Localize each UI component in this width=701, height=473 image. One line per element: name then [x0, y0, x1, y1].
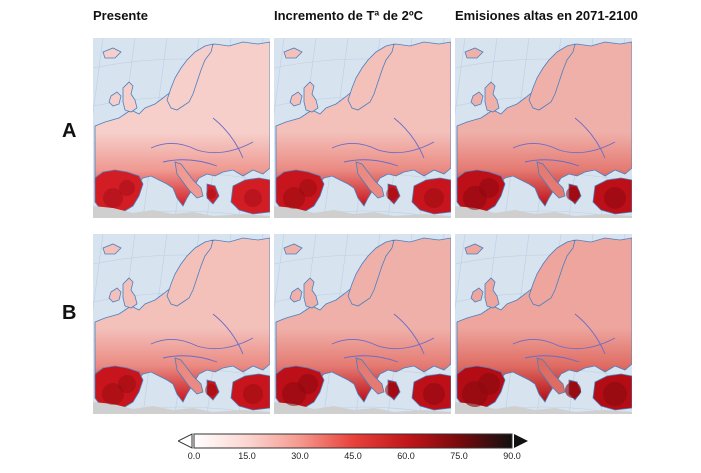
colorbar-tick: 60.0: [397, 451, 415, 461]
colorbar-tick: 15.0: [238, 451, 256, 461]
colorbar-tick: 75.0: [450, 451, 468, 461]
great-britain: [122, 277, 138, 309]
map-panel-a-presente: [93, 38, 270, 218]
colorbar-tick: 30.0: [291, 451, 309, 461]
iceland: [102, 243, 122, 255]
mainland-europe: [94, 41, 270, 207]
great-britain: [484, 81, 500, 113]
column-title-emisiones: Emisiones altas en 2071-2100: [455, 8, 638, 23]
italy: [536, 357, 566, 395]
scandinavia: [528, 239, 576, 307]
row-label-a: A: [62, 120, 77, 142]
colorbar-tick: 0.0: [187, 451, 201, 461]
greece: [387, 183, 401, 205]
europe-map-svg: [274, 234, 451, 414]
italy: [174, 161, 204, 199]
mainland-europe: [275, 237, 451, 403]
italy: [174, 357, 204, 395]
column-title-presente: Presente: [93, 8, 148, 23]
iceland: [464, 243, 484, 255]
great-britain: [303, 277, 319, 309]
ireland: [108, 91, 122, 107]
turkey: [230, 177, 270, 215]
column-title-incremento: Incremento de Tª de 2ºC: [274, 8, 423, 23]
greece: [206, 183, 220, 205]
ireland: [108, 287, 122, 303]
scandinavia: [166, 239, 214, 307]
iceland: [283, 47, 303, 59]
ireland: [289, 287, 303, 303]
mainland-europe: [94, 237, 270, 403]
colorbar-tick: 45.0: [344, 451, 362, 461]
turkey: [230, 373, 270, 411]
colorbar-max-arrow-icon: [514, 434, 528, 448]
mainland-europe: [456, 41, 632, 207]
ireland: [470, 287, 484, 303]
row-label-b: B: [62, 302, 77, 324]
scandinavia: [166, 43, 214, 111]
turkey: [411, 177, 451, 215]
europe-map-svg: [274, 38, 451, 218]
north-africa-mask: [274, 402, 451, 414]
scandinavia: [528, 43, 576, 111]
ireland: [289, 91, 303, 107]
north-africa-mask: [455, 206, 632, 218]
greece: [206, 379, 220, 401]
map-panel-b-incremento: [274, 234, 451, 414]
map-panel-b-emisiones: [455, 234, 632, 414]
great-britain: [484, 277, 500, 309]
scandinavia: [347, 43, 395, 111]
mainland-europe: [275, 41, 451, 207]
scandinavia: [347, 239, 395, 307]
north-africa-mask: [455, 402, 632, 414]
iceland: [464, 47, 484, 59]
colorbar-gradient: [193, 433, 513, 449]
map-panel-b-presente: [93, 234, 270, 414]
italy: [536, 161, 566, 199]
colorbar: [178, 433, 528, 449]
map-panel-a-emisiones: [455, 38, 632, 218]
north-africa-mask: [274, 206, 451, 218]
mainland-europe: [456, 237, 632, 403]
north-africa-mask: [93, 402, 270, 414]
europe-map-svg: [93, 38, 270, 218]
europe-map-svg: [455, 234, 632, 414]
north-africa-mask: [93, 206, 270, 218]
italy: [355, 161, 385, 199]
map-panel-a-incremento: [274, 38, 451, 218]
iceland: [102, 47, 122, 59]
europe-map-svg: [93, 234, 270, 414]
europe-map-svg: [455, 38, 632, 218]
iceland: [283, 243, 303, 255]
great-britain: [303, 81, 319, 113]
colorbar-min-arrow-icon: [178, 433, 193, 449]
ireland: [470, 91, 484, 107]
italy: [355, 357, 385, 395]
colorbar-tick: 90.0: [503, 451, 521, 461]
great-britain: [122, 81, 138, 113]
